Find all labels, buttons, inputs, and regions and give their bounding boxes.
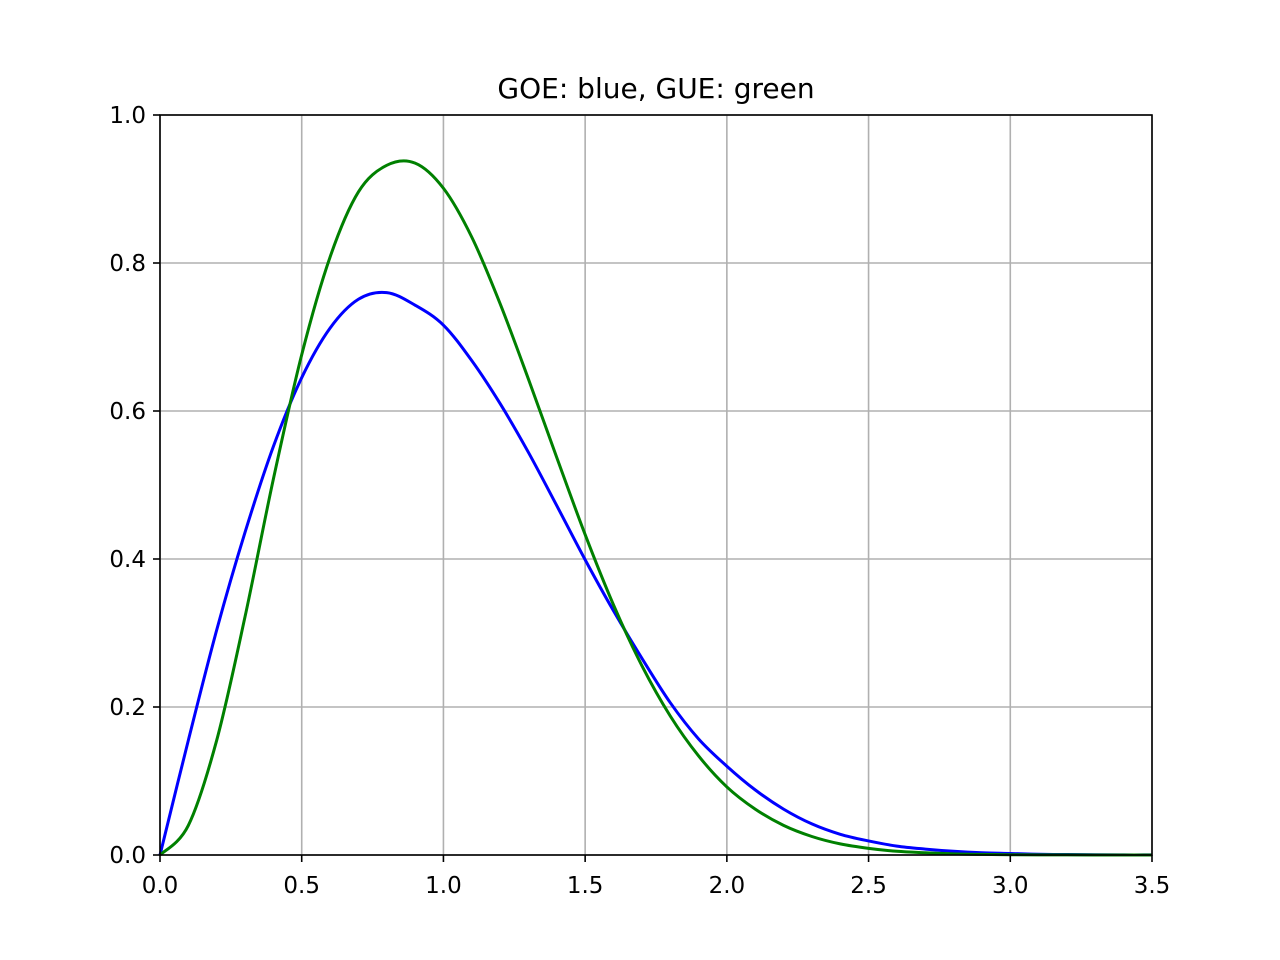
y-tick-label: 1.0 bbox=[109, 103, 146, 129]
x-tick-label: 2.0 bbox=[709, 873, 746, 899]
y-tick-label: 0.2 bbox=[109, 695, 146, 721]
x-tick-label: 1.5 bbox=[567, 873, 604, 899]
goe-curve bbox=[158, 290, 1153, 857]
x-tick-label: 2.5 bbox=[850, 873, 887, 899]
x-tick-label: 3.0 bbox=[992, 873, 1029, 899]
y-tick-label: 0.6 bbox=[109, 399, 146, 425]
y-tick-label: 0.0 bbox=[109, 843, 146, 869]
axis-ticks: 0.0 0.5 1.0 1.5 2.0 2.5 3.0 3.5 0.0 0.2 0.4 0.6 0.8 1… bbox=[109, 103, 1170, 899]
y-tick-label: 0.8 bbox=[109, 251, 146, 277]
x-tick-label: 1.0 bbox=[425, 873, 462, 899]
x-tick-label: 3.5 bbox=[1134, 873, 1171, 899]
x-tick-label: 0.0 bbox=[142, 873, 179, 899]
chart-title: GOE: blue, GUE: green bbox=[497, 72, 814, 105]
x-tick-label: 0.5 bbox=[283, 873, 320, 899]
y-tick-label: 0.4 bbox=[109, 547, 146, 573]
plot-frame bbox=[159, 114, 1153, 856]
